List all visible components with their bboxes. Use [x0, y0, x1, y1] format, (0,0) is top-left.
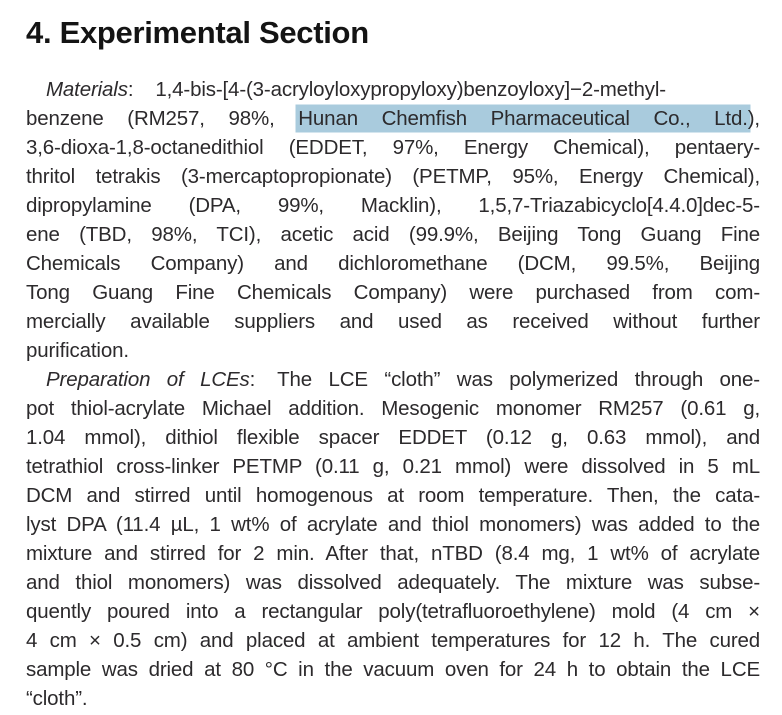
text-line: quently poured into a rectangular poly(t… [26, 597, 760, 626]
text-line: Materials: 1,4-bis-[4-(3-acryloyloxypropy… [26, 75, 760, 104]
text-line: mixture and stirred for 2 min. After tha… [26, 539, 760, 568]
text-line: 3,6-dioxa-1,8-octanedithiol (EDDET, 97%,… [26, 133, 760, 162]
text-segment: pot thiol-acrylate Michael addition. Mes… [26, 397, 760, 420]
text-line: 1.04 mmol), dithiol flexible spacer EDDE… [26, 423, 760, 452]
text-segment: 1.04 mmol), dithiol flexible spacer EDDE… [26, 426, 760, 449]
text-segment: The LCE “cloth” was polymerized through … [277, 368, 760, 391]
text-segment: sample was dried at 80 °C in the vacuum … [26, 658, 760, 681]
text-line: 4 cm × 0.5 cm) and placed at ambient tem… [26, 626, 760, 655]
text-segment: and thiol monomers) was dissolved adequa… [26, 571, 760, 594]
text-line: pot thiol-acrylate Michael addition. Mes… [26, 394, 760, 423]
text-segment: : [249, 368, 256, 391]
text-segment: purification. [26, 339, 129, 362]
text-segment: 3,6-dioxa-1,8-octanedithiol (EDDET, 97%,… [26, 136, 760, 159]
highlighted-text: Hunan Chemfish Pharmaceutical Co., Ltd. [298, 107, 748, 130]
text-line: Tong Guang Fine Chemicals Company) were … [26, 278, 760, 307]
section-heading: 4. Experimental Section [26, 15, 369, 50]
text-segment: thritol tetrakis (3-mercaptopropionate) … [26, 165, 760, 188]
text-line: thritol tetrakis (3-mercaptopropionate) … [26, 162, 760, 191]
paragraph-preparation: Preparation of LCEs: The LCE “cloth” was … [26, 365, 760, 713]
text-segment: mercially available suppliers and used a… [26, 310, 760, 333]
text-line: DCM and stirred until homogenous at room… [26, 481, 760, 510]
text-segment: lyst DPA (11.4 µL, 1 wt% of acrylate and… [26, 513, 760, 536]
text-line: benzene (RM257, 98%, Hunan Chemfish Phar… [26, 104, 760, 133]
text-segment: Tong Guang Fine Chemicals Company) were … [26, 281, 760, 304]
text-segment: : [127, 78, 134, 101]
text-line: tetrathiol cross-linker PETMP (0.11 g, 0… [26, 452, 760, 481]
text-line: “cloth”. [26, 684, 760, 713]
text-segment: quently poured into a rectangular poly(t… [26, 600, 760, 623]
text-segment: ), [747, 107, 760, 130]
text-segment: 1,4-bis-[4-(3-acryloyloxypropyloxy)benzo… [155, 78, 666, 101]
text-segment: DCM and stirred until homogenous at room… [26, 484, 760, 507]
paragraph-materials: Materials: 1,4-bis-[4-(3-acryloyloxypropy… [26, 75, 760, 365]
text-line: dipropylamine (DPA, 99%, Macklin), 1,5,7… [26, 191, 760, 220]
text-line: Chemicals Company) and dichloromethane (… [26, 249, 760, 278]
italic-lead-label: Preparation of LCEs [46, 368, 250, 391]
text-line: Preparation of LCEs: The LCE “cloth” was … [26, 365, 760, 394]
text-line: lyst DPA (11.4 µL, 1 wt% of acrylate and… [26, 510, 760, 539]
text-line: sample was dried at 80 °C in the vacuum … [26, 655, 760, 684]
text-segment: ene (TBD, 98%, TCI), acetic acid (99.9%,… [26, 223, 760, 246]
text-line: ene (TBD, 98%, TCI), acetic acid (99.9%,… [26, 220, 760, 249]
text-line: and thiol monomers) was dissolved adequa… [26, 568, 760, 597]
text-segment: tetrathiol cross-linker PETMP (0.11 g, 0… [26, 455, 760, 478]
text-line: purification. [26, 336, 760, 365]
text-segment: “cloth”. [26, 687, 88, 710]
italic-lead-label: Materials [46, 78, 128, 101]
text-line: mercially available suppliers and used a… [26, 307, 760, 336]
text-segment: 4 cm × 0.5 cm) and placed at ambient tem… [26, 629, 760, 652]
text-segment: benzene (RM257, 98%, [26, 107, 299, 130]
body-text: Materials: 1,4-bis-[4-(3-acryloyloxypropy… [26, 75, 760, 713]
text-segment: mixture and stirred for 2 min. After tha… [26, 542, 760, 565]
text-segment: dipropylamine (DPA, 99%, Macklin), 1,5,7… [26, 194, 760, 217]
text-segment: Chemicals Company) and dichloromethane (… [26, 252, 760, 275]
